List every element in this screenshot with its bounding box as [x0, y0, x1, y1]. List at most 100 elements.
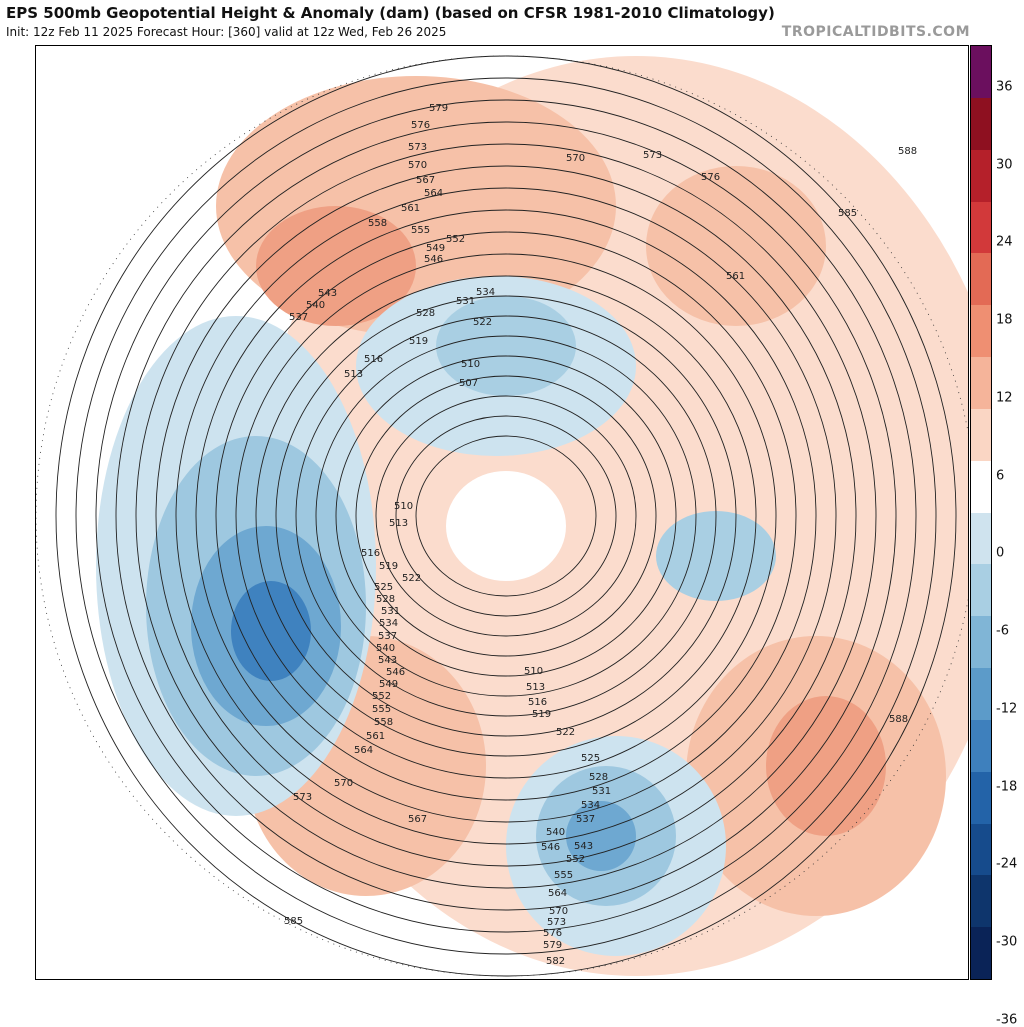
contour-label: 555	[554, 870, 573, 881]
contour-label: 585	[284, 916, 303, 927]
colorbar-segment	[971, 668, 991, 721]
colorbar-segment	[971, 460, 991, 513]
contour-label: 567	[416, 175, 435, 186]
contour-label: 558	[368, 218, 387, 229]
colorbar-tick-label: 24	[996, 234, 1013, 250]
contour-label: 540	[376, 643, 395, 654]
contour-label: 510	[394, 501, 413, 512]
contour-label: 549	[379, 679, 398, 690]
contour-label: 588	[889, 714, 908, 725]
contour-label: 537	[289, 312, 308, 323]
colorbar-tick-label: 30	[996, 157, 1013, 173]
contour-label: 546	[541, 842, 560, 853]
contour-label: 576	[411, 120, 430, 131]
contour-label: 525	[581, 753, 600, 764]
contour-label: 513	[344, 369, 363, 380]
contour-label: 540	[306, 300, 325, 311]
contour-label: 522	[556, 727, 575, 738]
contour-label: 570	[408, 160, 427, 171]
height-contours	[55, 55, 957, 977]
contour-label: 510	[524, 666, 543, 677]
contour-label: 555	[372, 704, 391, 715]
colorbar-segment	[971, 512, 991, 565]
colorbar-segment	[971, 201, 991, 254]
colorbar-segment	[971, 408, 991, 462]
colorbar-tick-label: -24	[996, 856, 1018, 872]
contour-label: 573	[408, 142, 427, 153]
contour-label: 570	[549, 906, 568, 917]
colorbar-tick-label: 6	[996, 468, 1005, 484]
contour-label: 558	[374, 717, 393, 728]
contour-label: 543	[318, 288, 337, 299]
chart-title: EPS 500mb Geopotential Height & Anomaly …	[6, 4, 775, 22]
colorbar-segment	[971, 771, 991, 824]
contour-label: 579	[543, 940, 562, 951]
contour-label: 540	[546, 827, 565, 838]
colorbar-tick-label: 0	[996, 545, 1005, 561]
contour-label: 543	[378, 655, 397, 666]
map-svg: 579 576 573 570 567 564 561 558 555 552 …	[36, 55, 968, 977]
contour-label: 516	[361, 548, 380, 559]
contour-label: 519	[379, 561, 398, 572]
contour-label: 528	[589, 772, 608, 783]
contour-label: 543	[574, 841, 593, 852]
contour-label: 573	[293, 792, 312, 803]
contour-label: 516	[528, 697, 547, 708]
chart-subtitle: Init: 12z Feb 11 2025 Forecast Hour: [36…	[6, 25, 447, 39]
contour-label: 531	[456, 296, 475, 307]
contour-label: 546	[424, 254, 443, 265]
contour-labels: 579 576 573 570 567 564 561 558 555 552 …	[284, 103, 917, 967]
contour-label: 561	[366, 731, 385, 742]
contour-label: 564	[354, 745, 373, 756]
contour-label: 582	[546, 956, 565, 967]
map-panel: 579 576 573 570 567 564 561 558 555 552 …	[35, 45, 969, 980]
contour-label: 513	[526, 682, 545, 693]
anomaly-shading	[96, 56, 968, 976]
contour-label: 561	[726, 271, 745, 282]
contour-label: 570	[566, 153, 585, 164]
colorbar-segment	[971, 719, 991, 773]
colorbar-segment	[971, 564, 991, 617]
contour-label: 573	[547, 917, 566, 928]
contour-label: 585	[838, 208, 857, 219]
colorbar-segment	[971, 97, 991, 151]
contour-label: 519	[532, 709, 551, 720]
contour-label: 561	[401, 203, 420, 214]
contour-label: 570	[334, 778, 353, 789]
contour-label: 567	[408, 814, 427, 825]
contour-label: 528	[376, 594, 395, 605]
site-watermark: TROPICALTIDBITS.COM	[781, 24, 970, 40]
contour-label: 579	[429, 103, 448, 114]
colorbar-tick-label: -12	[996, 701, 1018, 717]
contour-label: 513	[389, 518, 408, 529]
colorbar-segment	[971, 46, 991, 99]
contour-label: 510	[461, 359, 480, 370]
contour-label: 552	[566, 854, 585, 865]
colorbar-segment	[971, 305, 991, 358]
contour-label: 552	[372, 691, 391, 702]
contour-label: 528	[416, 308, 435, 319]
contour-label: 576	[543, 928, 562, 939]
colorbar-tick-label: -6	[996, 623, 1009, 639]
contour-label: 588	[898, 146, 917, 157]
contour-label: 516	[364, 354, 383, 365]
contour-label: 519	[409, 336, 428, 347]
contour-label: 531	[592, 786, 611, 797]
contour-label: 507	[459, 378, 478, 389]
contour-label: 522	[473, 317, 492, 328]
colorbar-tick-label: -18	[996, 779, 1018, 795]
colorbar-tick-label: 18	[996, 312, 1013, 328]
contour-label: 549	[426, 243, 445, 254]
contour-label: 555	[411, 225, 430, 236]
colorbar-tick-label: 12	[996, 390, 1013, 406]
contour-label: 534	[476, 287, 495, 298]
contour-label: 576	[701, 172, 720, 183]
contour-label: 534	[379, 618, 398, 629]
colorbar-segment	[971, 823, 991, 876]
contour-label: 534	[581, 800, 600, 811]
graticule	[36, 55, 968, 977]
colorbar-tick-label: -30	[996, 934, 1018, 950]
contour-label: 525	[374, 582, 393, 593]
colorbar-segment	[971, 149, 991, 202]
contour-label: 546	[386, 667, 405, 678]
